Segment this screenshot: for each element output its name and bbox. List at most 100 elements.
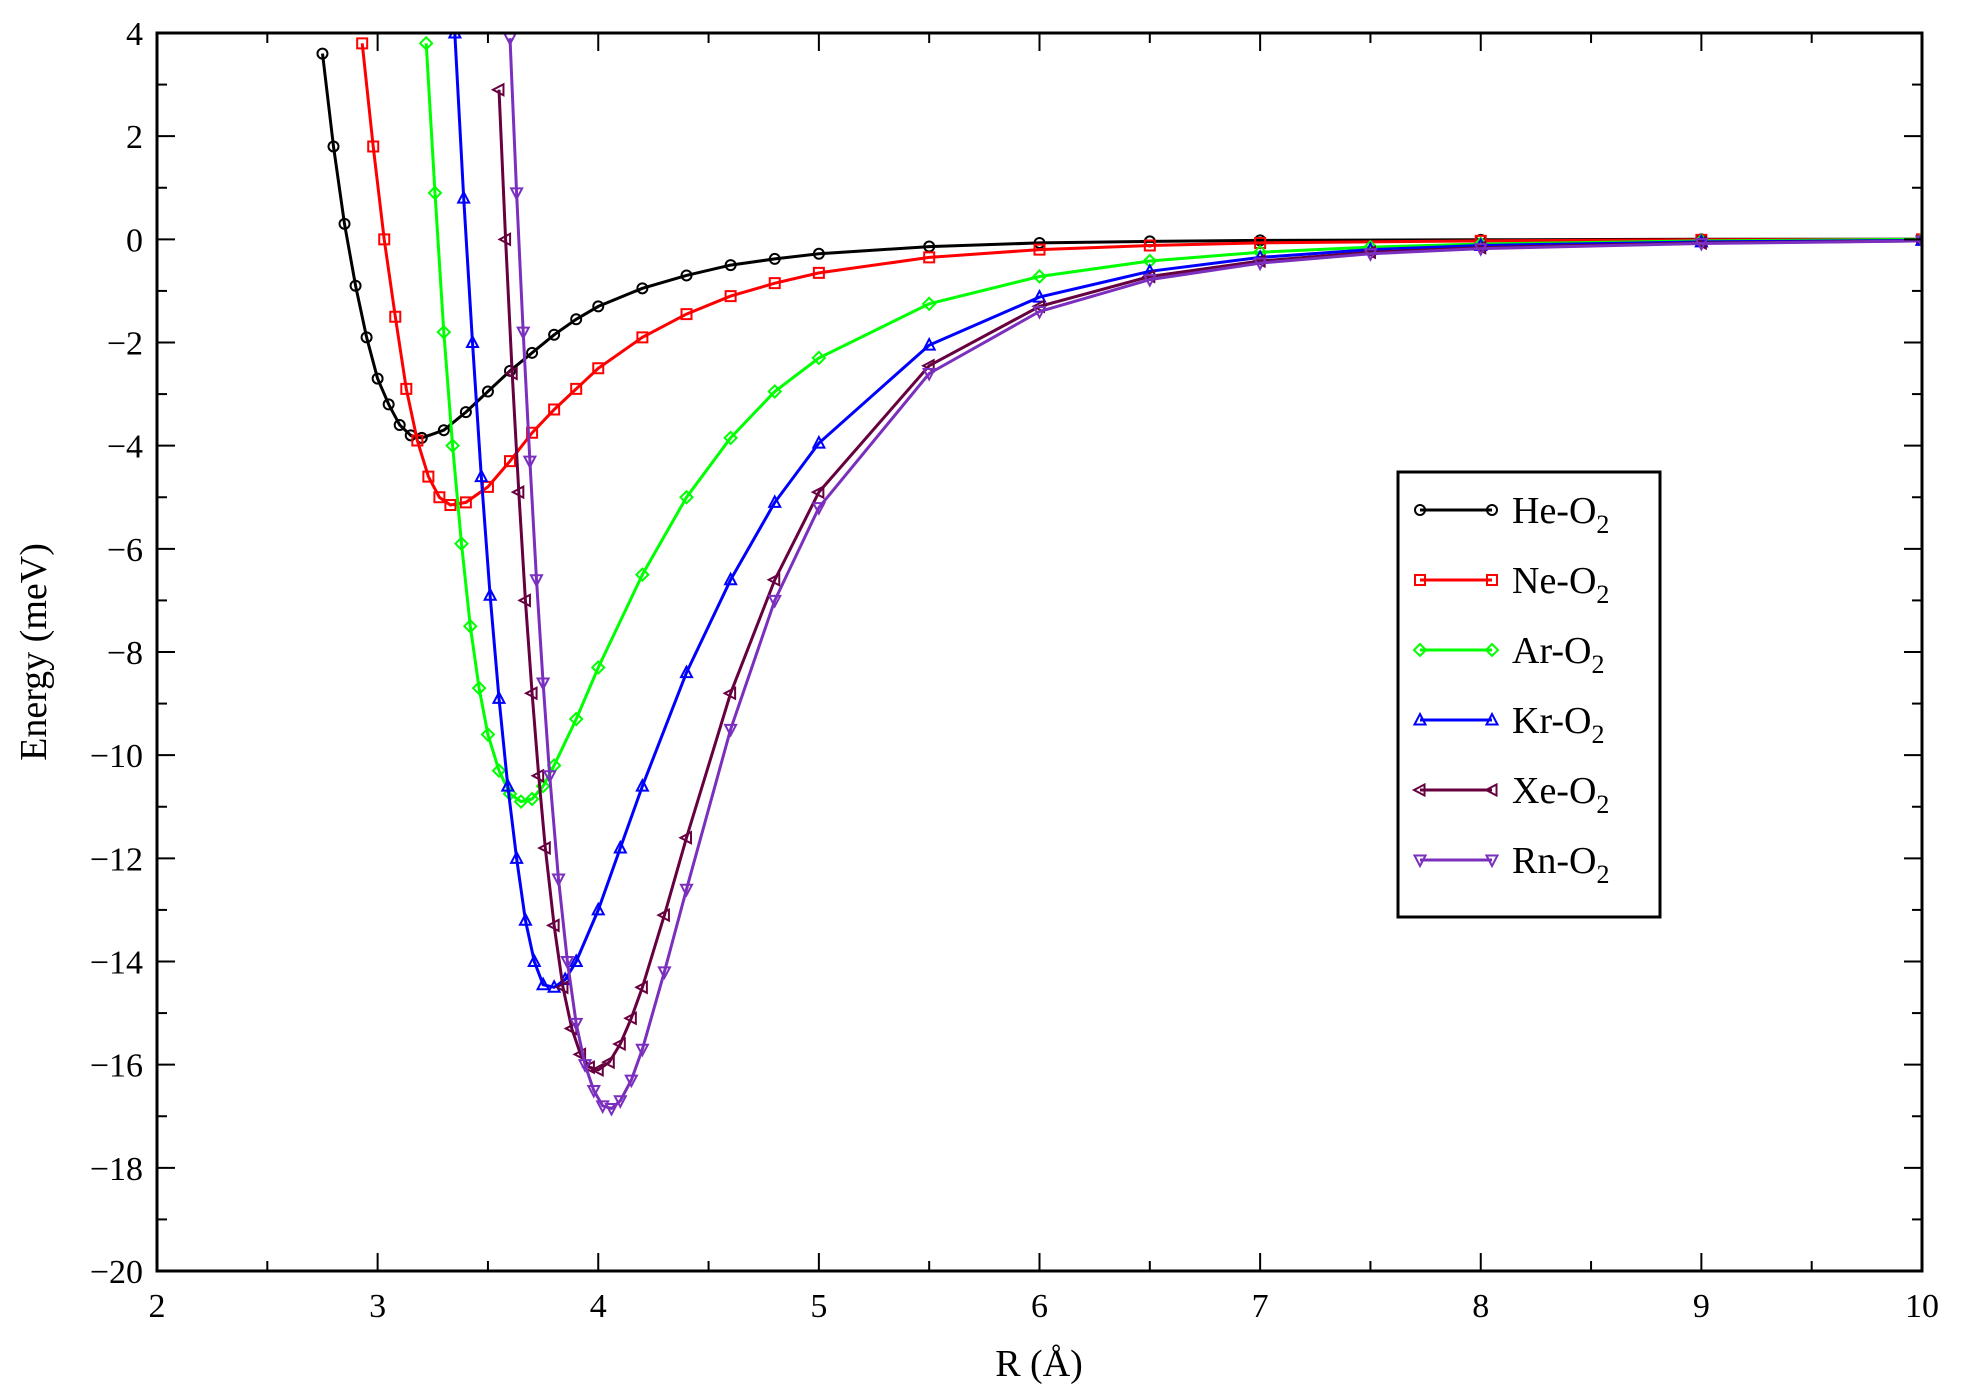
- data-point: [923, 240, 936, 253]
- data-point: [551, 873, 566, 888]
- data-point: [393, 419, 406, 431]
- data-point: [636, 282, 649, 295]
- data-point: [490, 82, 505, 97]
- series-line: [453, 33, 1922, 989]
- legend-label: Ar-O2: [1512, 630, 1604, 679]
- data-point: [504, 455, 516, 468]
- data-point: [679, 883, 694, 898]
- data-point: [767, 384, 783, 399]
- data-point: [1143, 239, 1156, 252]
- data-point: [723, 430, 739, 446]
- legend-marker: [1412, 642, 1428, 658]
- data-point: [526, 346, 539, 359]
- y-axis-title: Energy (meV): [13, 543, 55, 761]
- data-point: [634, 980, 648, 995]
- legend-label-subscript: 2: [1591, 720, 1604, 749]
- data-point: [590, 1062, 604, 1077]
- data-point: [367, 140, 380, 153]
- data-point: [510, 484, 525, 500]
- data-point: [518, 912, 533, 926]
- legend-marker: [1412, 854, 1428, 869]
- data-point: [569, 1017, 584, 1032]
- data-point: [586, 1084, 601, 1099]
- data-point: [811, 434, 827, 449]
- data-point: [400, 382, 413, 395]
- data-point: [509, 850, 524, 864]
- data-point: [679, 664, 694, 679]
- legend: He-O2 Ne-O2 Ar-O2 Kr-O2 Xe-O2 Rn-O2: [1396, 470, 1662, 919]
- data-point: [382, 398, 395, 411]
- data-point: [537, 840, 551, 856]
- legend-label: Kr-O2: [1512, 700, 1604, 749]
- data-point: [471, 680, 487, 696]
- data-point: [462, 618, 478, 634]
- data-point: [657, 966, 672, 980]
- legend-label-subscript: 2: [1596, 580, 1609, 609]
- data-point: [529, 574, 544, 588]
- data-point: [500, 777, 515, 792]
- data-point: [316, 47, 329, 60]
- y-tick-label: −16: [90, 1048, 143, 1085]
- data-point: [624, 1074, 639, 1089]
- data-point: [1032, 306, 1047, 320]
- series-line: [508, 38, 1922, 1111]
- data-point: [1914, 235, 1922, 250]
- legend-marker: [1483, 782, 1498, 798]
- legend-marker: [1486, 574, 1498, 586]
- data-point: [356, 37, 369, 50]
- legend-marker: [1414, 504, 1427, 516]
- data-point: [527, 953, 542, 967]
- data-point: [1033, 237, 1046, 249]
- data-point: [1694, 237, 1709, 252]
- data-point: [327, 140, 340, 153]
- legend-entry: Ar-O2: [1412, 630, 1604, 679]
- y-tick-label: −6: [107, 532, 143, 569]
- data-point: [767, 494, 782, 508]
- data-point: [680, 269, 693, 282]
- data-point: [613, 1095, 628, 1109]
- data-point: [535, 976, 551, 991]
- data-point: [1252, 257, 1268, 272]
- data-point: [923, 251, 936, 264]
- data-point: [459, 496, 472, 509]
- data-point: [433, 491, 446, 504]
- data-point: [491, 690, 507, 704]
- data-point: [542, 770, 557, 784]
- data-point: [560, 956, 575, 970]
- series-rno: [503, 33, 1922, 1117]
- data-point: [724, 290, 737, 303]
- data-point: [497, 232, 512, 247]
- legend-items: He-O2 Ne-O2 Ar-O2 Kr-O2 Xe-O2 Rn-O2: [1411, 490, 1609, 889]
- y-tick-label: −12: [90, 841, 143, 878]
- data-point: [1363, 248, 1378, 262]
- data-point: [482, 587, 498, 601]
- data-point: [592, 362, 605, 375]
- series-aro: [418, 35, 1922, 810]
- legend-marker: [1412, 711, 1428, 726]
- data-point: [679, 489, 694, 505]
- data-point: [635, 777, 650, 792]
- y-tick-label: 4: [126, 16, 143, 53]
- data-point: [922, 336, 937, 351]
- y-tick-label: 0: [126, 222, 143, 259]
- data-point: [922, 367, 937, 382]
- data-point: [523, 686, 538, 701]
- data-point: [634, 567, 650, 583]
- data-point: [811, 502, 827, 516]
- data-point: [444, 498, 457, 511]
- data-point: [612, 1036, 626, 1052]
- data-point: [680, 308, 693, 321]
- y-tick-label: −20: [90, 1254, 143, 1291]
- legend-entry: Xe-O2: [1411, 770, 1609, 819]
- data-point: [1032, 269, 1047, 284]
- series-neo: [356, 37, 1922, 511]
- data-point: [768, 253, 781, 265]
- x-tick-label: 2: [149, 1288, 166, 1325]
- legend-label-subscript: 2: [1596, 790, 1609, 819]
- data-point: [623, 1011, 637, 1026]
- data-point: [811, 350, 827, 366]
- legend-marker: [1484, 711, 1500, 726]
- data-point: [524, 791, 540, 807]
- data-point: [678, 830, 692, 845]
- legend-label: Rn-O2: [1512, 840, 1609, 889]
